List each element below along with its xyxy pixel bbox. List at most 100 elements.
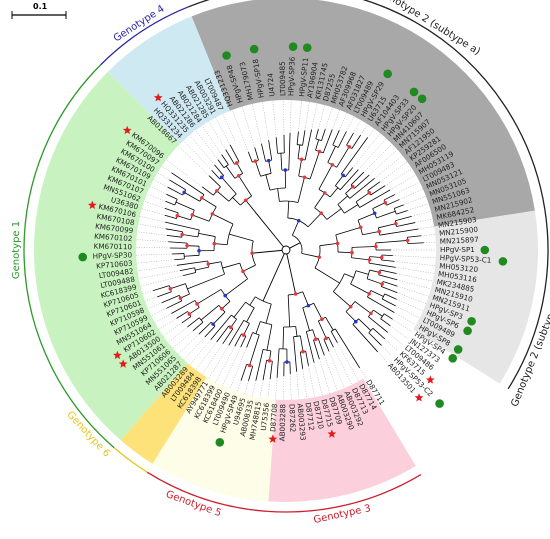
branch-radial	[395, 215, 412, 222]
branch-radial	[183, 272, 196, 277]
leaf-guide	[183, 140, 212, 171]
branch-radial	[357, 212, 375, 221]
leaf-guide	[136, 253, 173, 256]
branch-radial	[265, 303, 272, 324]
branch-radial	[305, 351, 309, 366]
branch-radial	[302, 307, 310, 331]
branch-radial	[248, 366, 254, 381]
leaf-guide	[172, 330, 194, 349]
bootstrap-node	[182, 190, 186, 195]
leaf-guide	[394, 261, 436, 266]
branch-radial	[198, 321, 212, 335]
branch-radial	[179, 267, 195, 272]
leaf-guide	[166, 159, 203, 188]
branch-radial	[345, 311, 357, 322]
leaf-guide	[415, 218, 433, 223]
branch-radial	[407, 242, 424, 245]
branch-radial	[330, 331, 338, 343]
branch-radial	[175, 201, 195, 211]
branch-radial	[212, 213, 234, 225]
branch-radial	[268, 140, 273, 161]
leaf-guide	[377, 351, 387, 362]
leaf-label: HPgV-SP30	[93, 250, 133, 260]
branch-radial	[168, 241, 188, 244]
branch-radial	[189, 307, 200, 315]
branch-radial	[344, 273, 354, 278]
branch-radial	[268, 160, 272, 174]
branch-radial	[164, 207, 179, 214]
branch-arc	[335, 185, 341, 191]
bootstrap-node	[180, 232, 184, 237]
leaf-guide	[252, 380, 257, 397]
branch-radial	[210, 314, 232, 340]
branch-radial	[381, 254, 393, 256]
leaf-guide	[346, 116, 355, 132]
leaf-label: HPgV-SP53-C1	[440, 253, 492, 265]
leaf-guide	[358, 138, 387, 170]
branch-radial	[187, 317, 200, 328]
bootstrap-node	[301, 349, 305, 354]
branch-radial	[198, 233, 216, 237]
sector-genotype-2b	[413, 210, 539, 384]
branch-radial	[214, 243, 228, 246]
leaf-guide	[418, 226, 435, 230]
leaf-guide	[289, 100, 292, 134]
genotype-label-genotype-3: Genotype 3	[313, 503, 372, 526]
leaf-guide	[397, 279, 431, 290]
clade-sectors	[34, 0, 539, 502]
bootstrap-node	[367, 190, 372, 195]
branch-radial	[217, 159, 225, 168]
branch-radial	[166, 234, 182, 238]
branch-radial	[298, 159, 302, 177]
branch-radial	[287, 294, 291, 327]
leaf-guide	[396, 273, 433, 282]
branch-radial	[225, 165, 236, 179]
branch-radial	[222, 262, 240, 269]
leaf-guide	[392, 255, 436, 259]
branch-radial	[254, 147, 259, 161]
sample-circle-marker	[467, 316, 476, 326]
branch-root	[245, 199, 284, 248]
branch-radial	[351, 257, 370, 261]
bootstrap-node	[347, 145, 352, 149]
branch-radial	[317, 338, 325, 356]
branch-radial	[229, 144, 240, 162]
bootstrap-node	[236, 173, 241, 178]
branch-radial	[187, 245, 200, 247]
branch-radial	[169, 179, 186, 191]
branch-radial	[344, 204, 359, 214]
branch-radial	[396, 222, 416, 227]
leaf-guide	[389, 174, 417, 191]
leaf-guide	[153, 179, 168, 188]
leaf-guide	[318, 105, 326, 130]
bootstrap-node	[369, 311, 373, 316]
bootstrap-node	[229, 325, 233, 330]
leaf-label: HPgV-SP36	[286, 56, 296, 96]
bootstrap-node	[185, 243, 189, 248]
leaf-label: U4724	[266, 72, 277, 97]
branch-radial	[344, 167, 354, 178]
leaf-guide	[298, 100, 302, 132]
branch-radial	[157, 291, 172, 298]
branch-radial	[313, 339, 320, 360]
leaf-guide	[392, 318, 412, 332]
bootstrap-node	[175, 213, 180, 218]
leaf-guide	[208, 121, 226, 150]
branch-radial	[350, 283, 370, 295]
branch-radial	[246, 332, 254, 348]
branch-radial	[372, 202, 386, 210]
leaf-guide	[195, 130, 219, 160]
branch-radial	[334, 328, 360, 369]
bootstrap-node	[358, 225, 363, 230]
sector-genotype-3	[268, 378, 416, 502]
branch-radial	[313, 303, 323, 320]
branch-radial	[192, 214, 210, 222]
genotype-label-genotype-5: Genotype 5	[164, 489, 222, 519]
leaf-guide	[138, 223, 166, 230]
sample-circle-marker	[453, 345, 463, 354]
branch-radial	[184, 254, 200, 257]
branch-radial	[378, 223, 396, 229]
branch-radial	[368, 316, 389, 333]
bootstrap-node	[241, 269, 245, 274]
branch-radial	[200, 305, 220, 321]
